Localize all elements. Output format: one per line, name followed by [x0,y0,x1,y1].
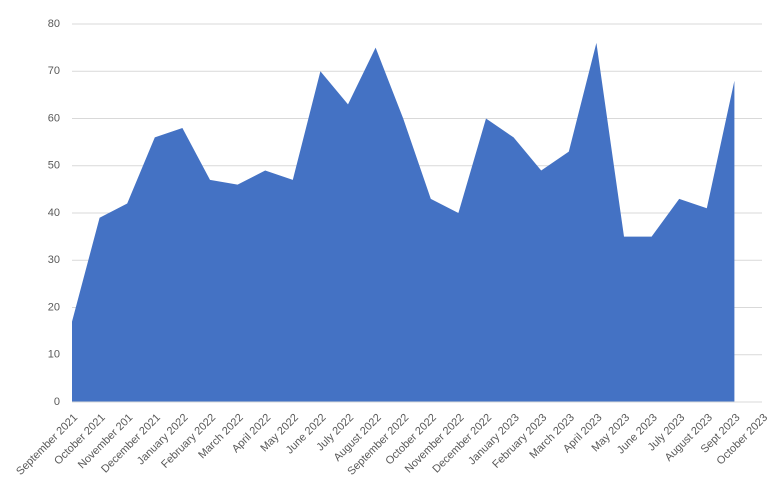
y-tick-label: 30 [48,254,60,266]
y-tick-label: 70 [48,65,60,77]
y-tick-label: 0 [54,396,60,408]
y-tick-label: 10 [48,349,60,361]
y-tick-label: 60 [48,112,60,124]
y-tick-label: 80 [48,18,60,30]
y-tick-label: 40 [48,207,60,219]
y-tick-label: 50 [48,160,60,172]
y-tick-label: 20 [48,301,60,313]
area [72,42,735,403]
